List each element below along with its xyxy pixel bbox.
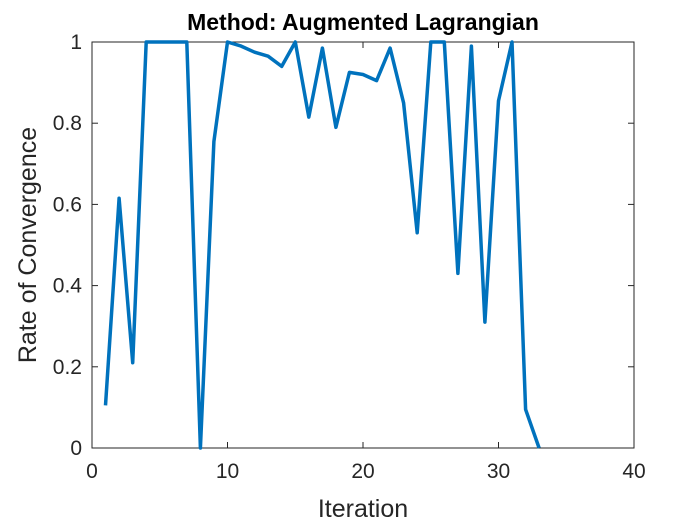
chart-title: Method: Augmented Lagrangian bbox=[187, 9, 539, 35]
x-tick-label: 0 bbox=[86, 460, 98, 483]
y-tick-label: 0.8 bbox=[53, 112, 82, 135]
x-tick-label: 40 bbox=[622, 460, 645, 483]
series-line bbox=[103, 40, 541, 450]
x-axis-label: Iteration bbox=[318, 495, 408, 523]
y-tick-label: 0.6 bbox=[53, 193, 82, 216]
y-tick-label: 0 bbox=[70, 437, 82, 460]
x-tick-label: 20 bbox=[351, 460, 374, 483]
x-tick-label: 30 bbox=[487, 460, 510, 483]
y-tick-label: 1 bbox=[70, 31, 82, 54]
x-tick-label: 10 bbox=[216, 460, 239, 483]
series-layer bbox=[103, 40, 541, 450]
y-tick-label: 0.2 bbox=[53, 356, 82, 379]
axis-ticks bbox=[91, 41, 635, 449]
plot-area-frame bbox=[91, 41, 635, 449]
tick-labels: 0 10 20 30 40 0 0.2 0.4 0.6 0.8 1 bbox=[53, 31, 646, 483]
y-axis-label: Rate of Convergence bbox=[14, 127, 42, 363]
y-tick-label: 0.4 bbox=[53, 275, 83, 298]
